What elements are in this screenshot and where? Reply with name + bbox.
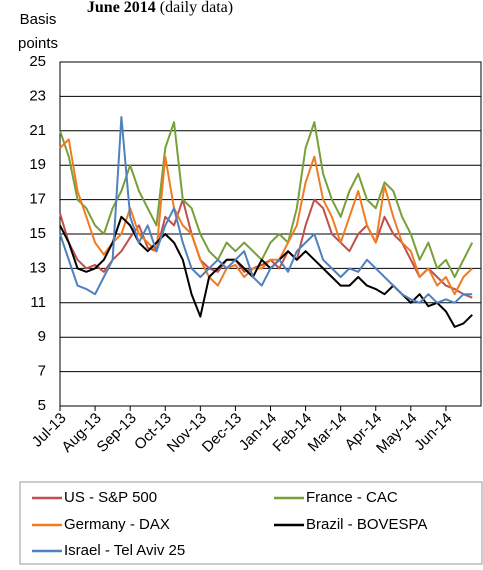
y-tick-label: 15 [29,225,46,242]
series-line [59,116,473,304]
y-tick-label: 21 [29,122,46,139]
legend-label: France - CAC [306,489,398,506]
y-tick-label: 17 [29,191,46,208]
chart-title: June 2014 (daily data) [87,0,233,16]
series-line [59,121,474,278]
x-tick-label: Sep-13 [94,410,140,456]
y-label: points [18,35,58,52]
y-label: Basis [20,11,57,28]
legend-box [19,481,483,565]
y-tick-label: 9 [38,328,46,345]
y-tick-label: 19 [29,156,46,173]
legend-label: Germany - DAX [64,516,170,533]
subtitle: (daily data) [160,0,233,16]
x-tick-label: Feb-14 [270,410,316,456]
y-tick-label: 5 [38,397,46,414]
x-tick-label: Dec-13 [199,410,245,456]
y-tick-label: 23 [29,87,46,104]
y-tick-label: 11 [30,294,46,311]
y-tick-label: 13 [29,259,46,276]
y-tick-label: 25 [29,53,46,70]
title: June 2014 [87,0,156,16]
legend-label: Israel - Tel Aviv 25 [64,542,185,559]
x-tick-label: Jun-14 [411,410,455,454]
y-tick-label: 7 [38,363,46,380]
series-line [59,198,473,299]
legend-label: US - S&P 500 [64,489,157,506]
x-tick-label: Mar-14 [305,410,351,456]
legend-label: Brazil - BOVESPA [306,516,427,533]
